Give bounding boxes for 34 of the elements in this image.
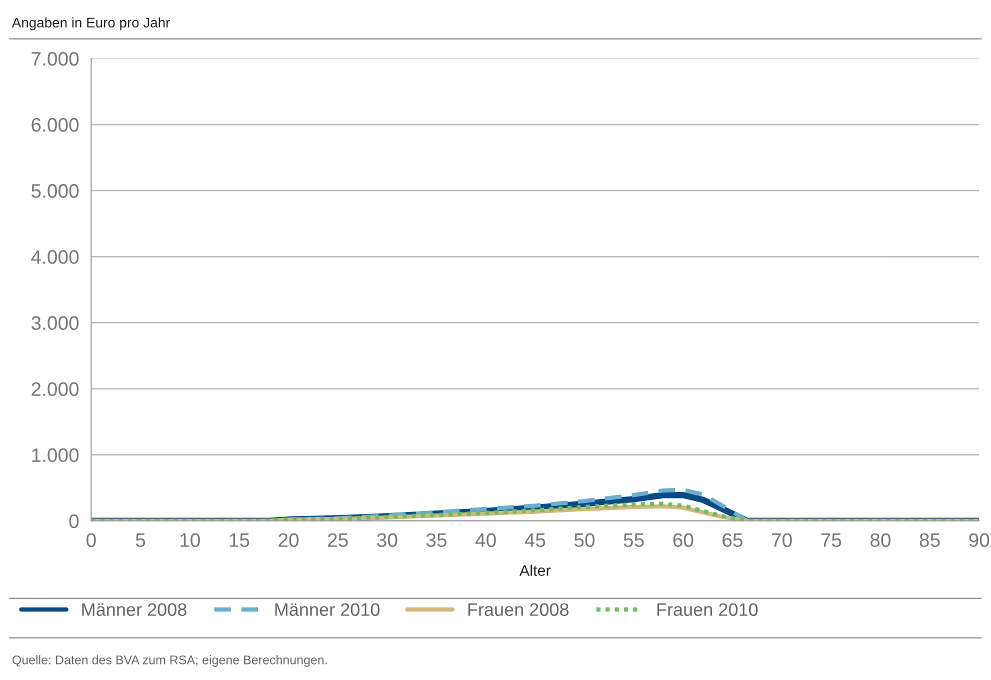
x-tick-label: 80 [870, 533, 891, 547]
x-tick-label: 15 [230, 533, 250, 547]
legend-label: Frauen 2008 [468, 603, 569, 616]
x-tick-label: 45 [524, 533, 546, 547]
x-tick-label: 40 [475, 533, 496, 547]
x-axis-title: Alter [519, 564, 551, 576]
x-tick-label: 25 [328, 533, 348, 547]
x-tick-label: 65 [722, 533, 742, 547]
y-tick-label: 0 [69, 514, 79, 528]
x-tick-label: 60 [673, 533, 694, 547]
y-tick-label: 6.000 [32, 118, 79, 132]
y-tick-label: 5.000 [31, 184, 79, 198]
x-tick-label: 55 [624, 533, 644, 547]
source-note: Quelle: Daten des BVA zum RSA; eigene Berechnungen. [12, 655, 327, 667]
x-tick-label: 5 [136, 533, 146, 547]
legend-label: Männer 2010 [275, 603, 380, 616]
x-tick-label: 85 [920, 533, 940, 547]
x-tick-label: 35 [426, 533, 446, 547]
x-tick-label: 50 [574, 533, 595, 547]
legend-label: Männer 2008 [82, 603, 186, 616]
x-tick-label: 75 [821, 533, 842, 547]
x-tick-label: 70 [772, 533, 792, 547]
y-axis-title: Angaben in Euro pro Jahr [12, 17, 170, 30]
y-tick-label: 1.000 [32, 448, 79, 462]
legend-label: Frauen 2010 [657, 603, 758, 616]
x-tick-label: 10 [180, 533, 200, 547]
y-tick-label: 2.000 [32, 382, 79, 396]
y-tick-label: 7.000 [32, 52, 79, 66]
y-tick-label: 3.000 [31, 316, 79, 330]
y-tick-label: 4.000 [31, 250, 79, 264]
x-tick-label: 20 [278, 533, 299, 547]
x-tick-label: 30 [377, 533, 398, 547]
x-tick-label: 0 [86, 533, 96, 547]
x-tick-label: 90 [969, 533, 990, 547]
